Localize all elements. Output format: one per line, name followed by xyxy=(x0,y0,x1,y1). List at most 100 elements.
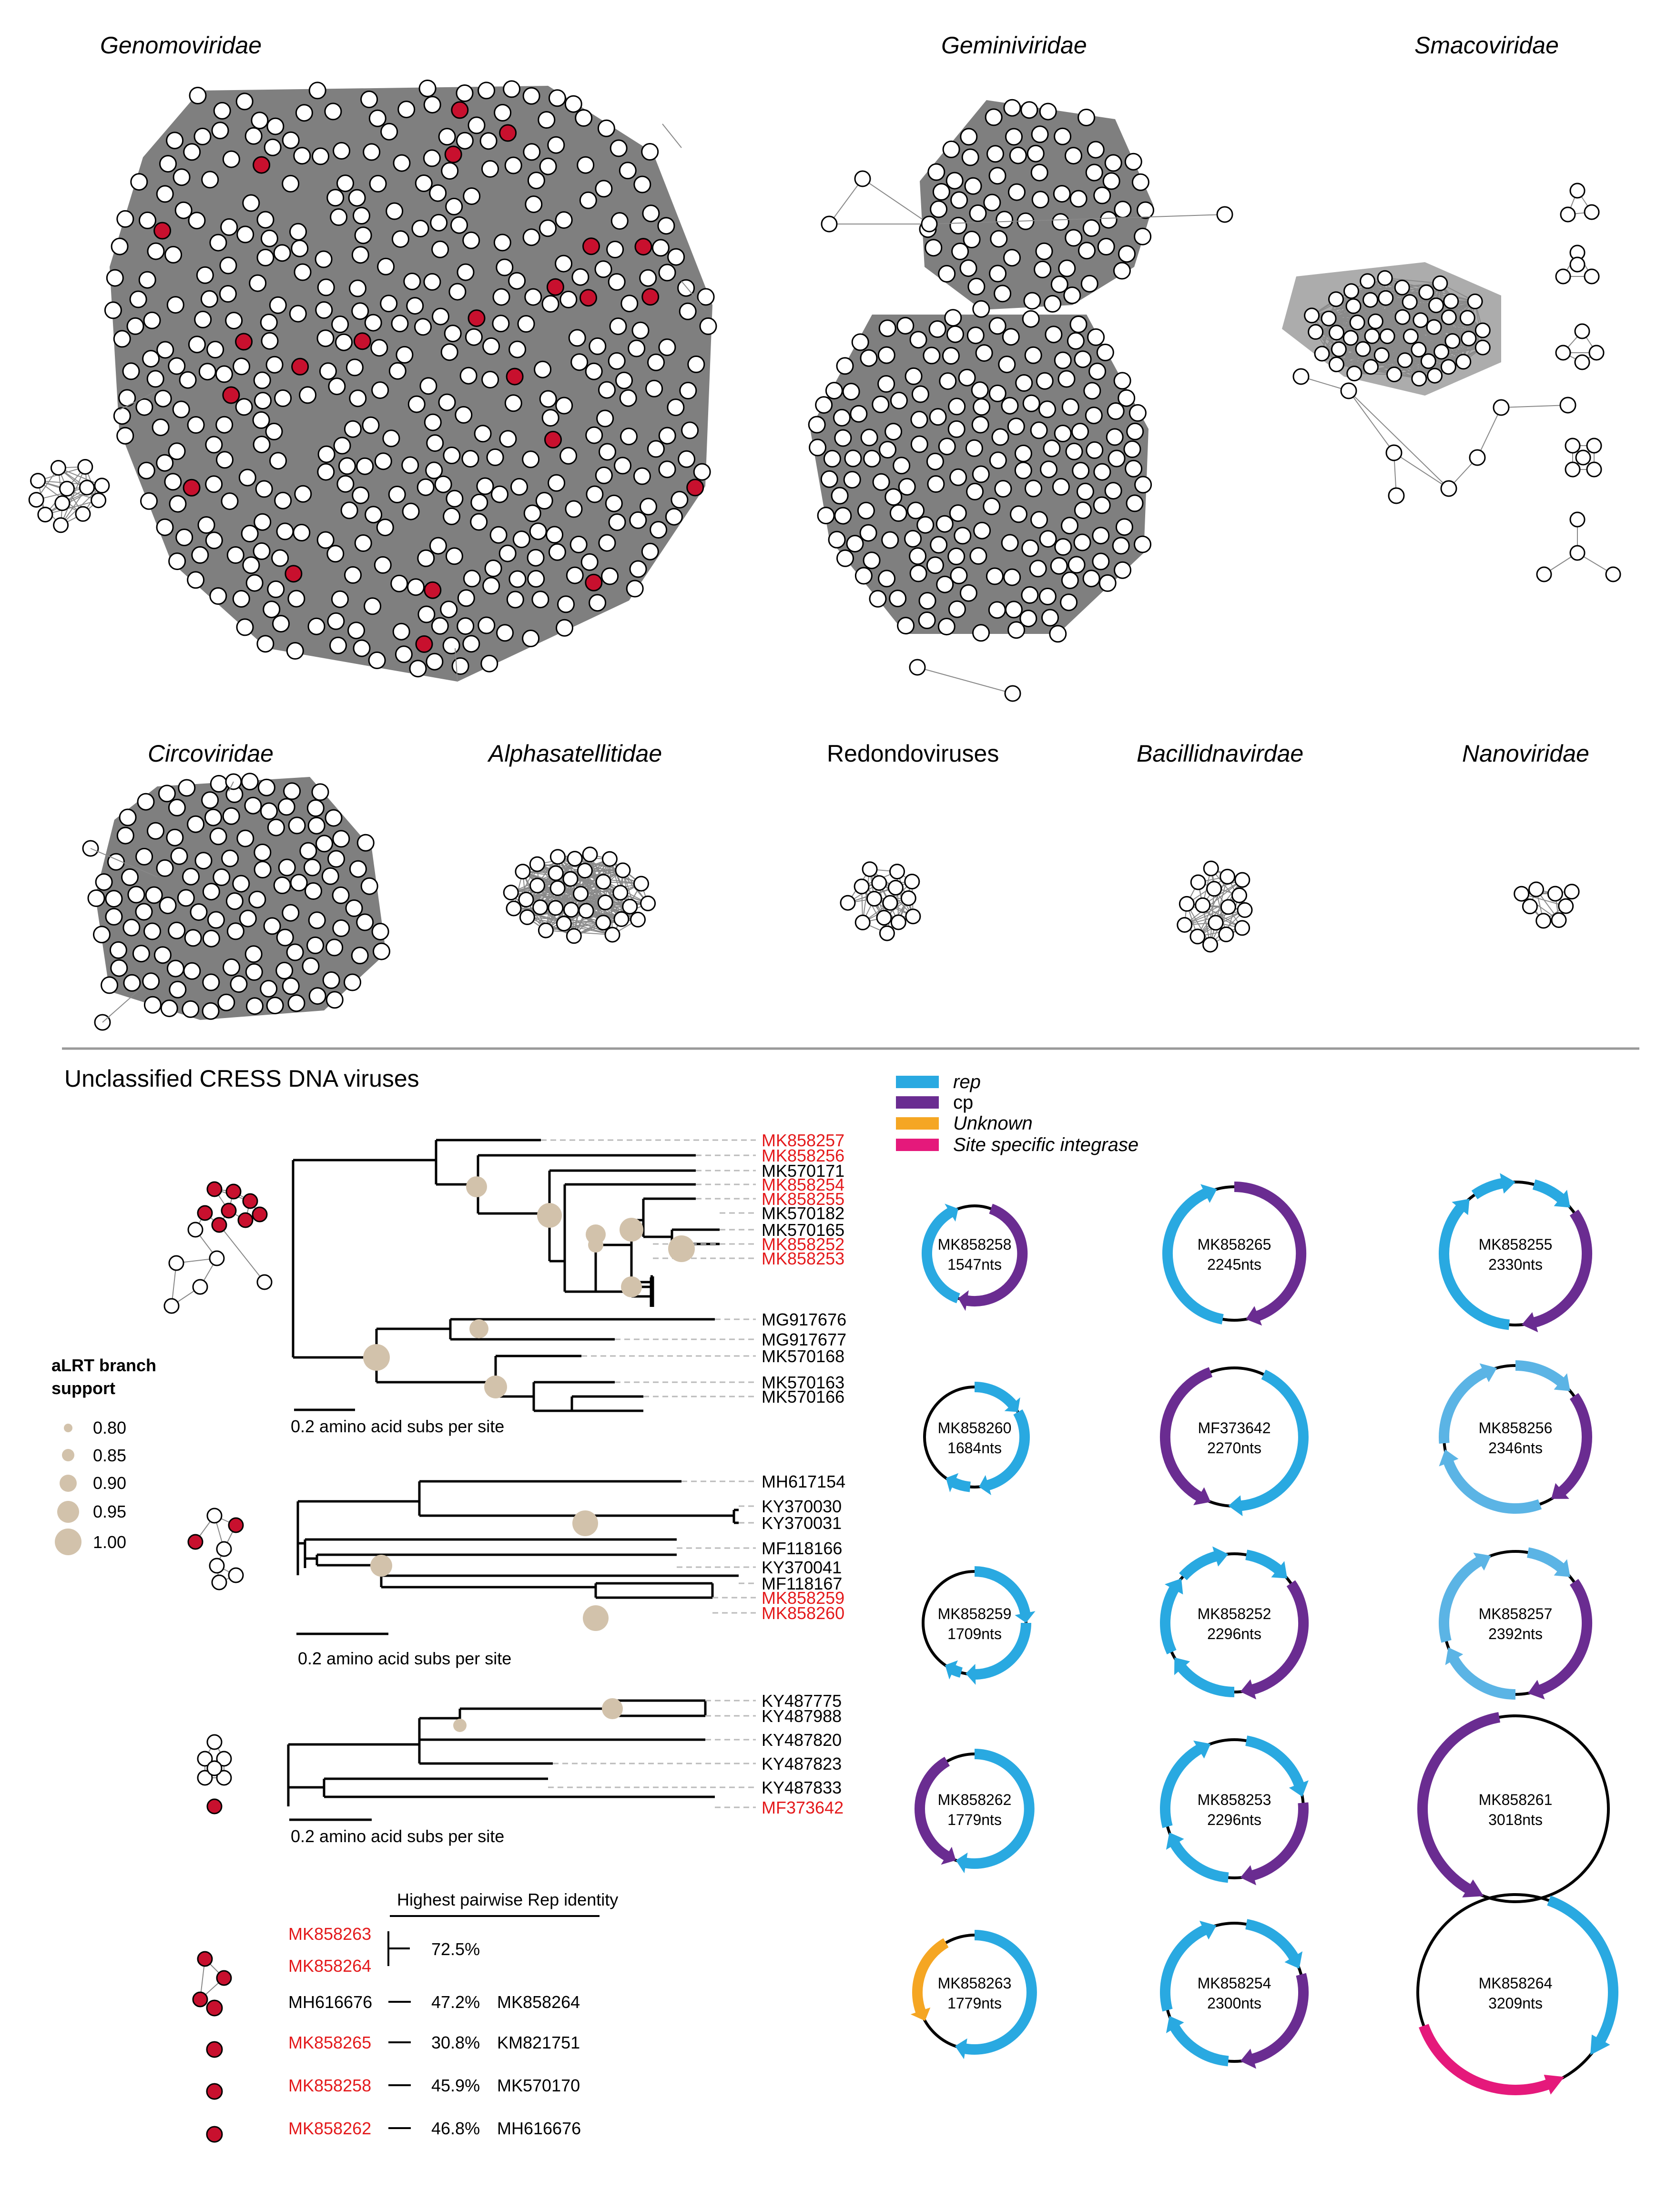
cluster-icon-node xyxy=(221,1203,237,1219)
genomoviridae-node xyxy=(122,362,140,380)
genomoviridae-node xyxy=(555,255,573,273)
geminiviridae-node xyxy=(1104,154,1122,172)
genomoviridae-node xyxy=(411,220,429,237)
geminiviridae-node xyxy=(842,383,860,401)
alphasatellitidae-edge xyxy=(522,871,572,910)
alphasatellitidae-node xyxy=(612,885,629,901)
geminiviridae-node xyxy=(1078,109,1096,126)
geminiviridae-node xyxy=(1092,527,1110,545)
genomoviridae-node xyxy=(406,297,424,315)
genomoviridae-node xyxy=(524,288,542,306)
geminiviridae-node xyxy=(964,177,982,195)
genomoviridae-node xyxy=(579,289,597,307)
smacoviridae-edge xyxy=(1311,299,1371,316)
genomoviridae-node xyxy=(415,635,433,653)
gene-arc-rep xyxy=(1471,1178,1505,1200)
tip-label: MK570163 xyxy=(762,1373,844,1392)
smacoviridae-edge xyxy=(1311,315,1435,377)
alphasatellitidae-node xyxy=(549,880,566,896)
genomoviridae-node xyxy=(555,211,573,229)
geminiviridae-node xyxy=(1071,423,1089,440)
genomoviridae-node xyxy=(211,122,229,140)
geminiviridae-node xyxy=(809,438,827,457)
geminiviridae-node xyxy=(1134,535,1151,553)
genomoviridae-node xyxy=(391,315,409,333)
cluster-icon-node xyxy=(206,2126,223,2143)
geminiviridae-node xyxy=(905,367,923,385)
genomoviridae-node xyxy=(344,420,362,438)
geminiviridae-node xyxy=(954,527,972,545)
smacoviridae-node xyxy=(1474,322,1491,338)
genomoviridae-node xyxy=(235,333,253,351)
genomoviridae-node xyxy=(271,549,289,567)
geminiviridae-node xyxy=(854,567,873,585)
smacoviridae-edge xyxy=(1322,299,1337,354)
alphasatellitidae-node xyxy=(549,849,566,865)
genomoviridae-node xyxy=(407,578,425,596)
smacoviridae-periphery-node xyxy=(1388,487,1405,504)
genomoviridae-node xyxy=(388,362,407,380)
geminiviridae-node xyxy=(1043,439,1061,458)
alphasatellitidae-node xyxy=(615,862,631,878)
circoviridae-node xyxy=(286,943,304,961)
gene-legend-swatch-rep xyxy=(896,1076,939,1088)
circoviridae-node xyxy=(184,929,202,947)
tip-label: MH617154 xyxy=(762,1472,845,1491)
geminiviridae-node xyxy=(896,316,915,335)
genomoviridae-node xyxy=(347,622,365,640)
alphasatellitidae-node xyxy=(562,871,579,887)
genomoviridae-node xyxy=(429,184,447,202)
genomoviridae-node xyxy=(267,580,285,598)
circoviridae-node xyxy=(202,1002,220,1020)
alphasatellitidae-node xyxy=(578,903,594,919)
geminiviridae-node xyxy=(1050,275,1068,294)
circoviridae-node xyxy=(135,847,153,866)
smacoviridae-mini-node xyxy=(1565,461,1581,478)
tip-label: MF118166 xyxy=(762,1539,842,1558)
circoviridae-node xyxy=(160,999,178,1018)
genomoviridae-node xyxy=(470,493,488,511)
alrt-legend-dot-100 xyxy=(55,1529,81,1555)
family-title-nanoviridae: Nanoviridae xyxy=(1462,740,1589,767)
genomoviridae-node xyxy=(113,407,131,425)
genomoviridae-node xyxy=(336,174,354,193)
identity-row-5a: MK858262 xyxy=(288,2119,371,2138)
genomoviridae-node xyxy=(556,619,573,637)
geminiviridae-node xyxy=(949,468,967,486)
geminiviridae-node xyxy=(973,521,991,540)
genomoviridae-node xyxy=(241,525,259,542)
genomoviridae-node xyxy=(295,104,313,122)
genomoviridae-node xyxy=(426,652,444,671)
redondoviruses-node xyxy=(854,878,870,895)
alrt-legend-value: 0.90 xyxy=(93,1473,126,1493)
geminiviridae-node xyxy=(1014,444,1032,462)
genomoviridae-node xyxy=(251,112,269,130)
smacoviridae-edge xyxy=(1385,277,1440,284)
genomoviridae-node xyxy=(605,494,623,512)
circoviridae-node xyxy=(121,868,139,886)
genome-id: MK858262 xyxy=(938,1791,1012,1808)
identity-row-2a: MH616676 xyxy=(288,1992,372,2012)
smacoviridae-node xyxy=(1373,347,1390,363)
genomoviridae-node xyxy=(658,427,676,445)
gene-arrowhead xyxy=(1462,1879,1484,1897)
genomoviridae-node xyxy=(423,273,441,291)
genomoviridae-node xyxy=(169,495,187,513)
geminiviridae-node xyxy=(1118,245,1136,263)
gene-arrowhead xyxy=(1166,2016,1184,2033)
circoviridae-node xyxy=(248,890,266,908)
gene-arc-rep xyxy=(1162,1188,1224,1325)
alphasatellitidae-node xyxy=(613,911,630,927)
smacoviridae-mini-node xyxy=(1560,206,1576,223)
identity-row-1-bracket xyxy=(387,1931,410,1966)
genomoviridae-node xyxy=(499,430,517,448)
smacoviridae-periphery-edge xyxy=(1477,407,1502,458)
genomoviridae-node xyxy=(665,508,683,526)
geminiviridae-node xyxy=(1067,556,1086,574)
genomoviridae-node xyxy=(598,534,616,552)
geminiviridae-node xyxy=(1083,382,1101,400)
geminiviridae-node xyxy=(833,408,851,427)
smacoviridae-node xyxy=(1321,310,1337,326)
smacoviridae-mini-node xyxy=(1574,354,1590,370)
geminiviridae-node xyxy=(815,396,833,414)
